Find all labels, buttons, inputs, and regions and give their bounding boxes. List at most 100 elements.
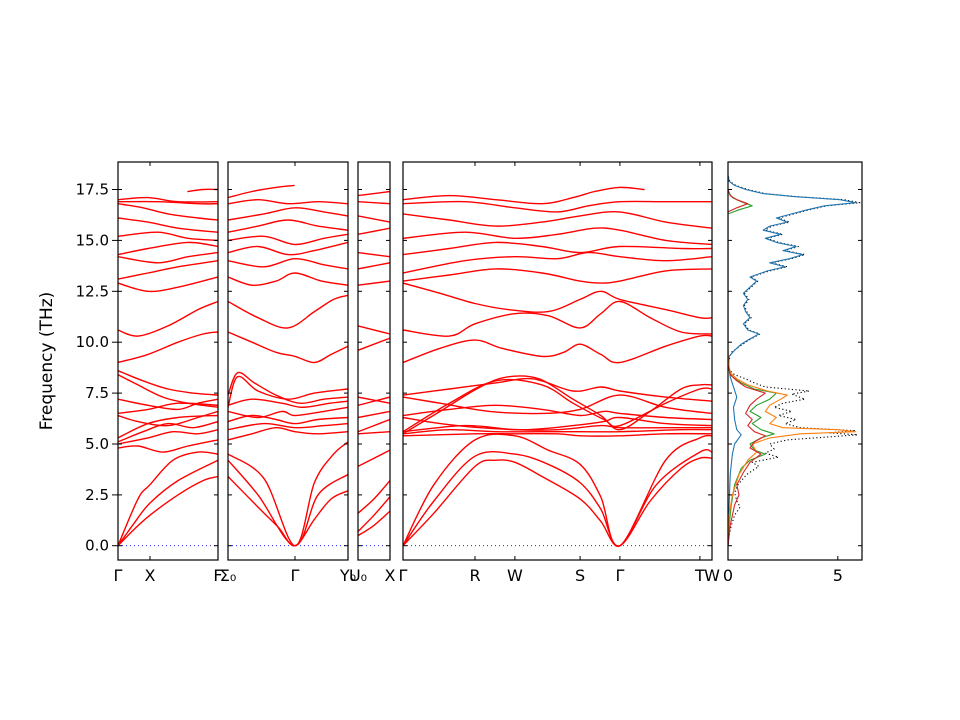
phonon-band-line: [403, 377, 712, 402]
phonon-band-line: [228, 441, 348, 547]
y-tick-label: 2.5: [85, 486, 109, 504]
phonon-band-line: [118, 200, 218, 205]
x-tick-label: W: [704, 566, 720, 585]
phonon-band-line: [403, 241, 712, 256]
phonon-band-line: [118, 459, 218, 547]
x-tick-label: U₀: [349, 566, 367, 585]
phonon-band-line: [228, 426, 348, 441]
panel-border: [117, 161, 219, 561]
projected-dos-orange-curve: [728, 350, 856, 546]
phonon-band-line: [403, 378, 712, 433]
x-tick-label: Γ: [291, 566, 300, 585]
y-axis-title: Frequency (THz): [37, 292, 57, 431]
x-tick-label: T: [694, 566, 705, 585]
panel-border: [357, 161, 391, 561]
total-dos-curve: [728, 175, 861, 546]
phonon-band-line: [403, 428, 712, 435]
x-tick-label: Γ: [114, 566, 123, 585]
phonon-band-line: [403, 186, 645, 205]
phonon-band-line: [228, 199, 348, 205]
phonon-band-line: [118, 475, 218, 547]
phonon-band-line: [403, 334, 712, 364]
phonon-band-line: [228, 272, 348, 286]
panel-border: [402, 161, 713, 561]
phonon-band-line: [358, 431, 390, 435]
phonon-band-line: [228, 294, 348, 329]
phonon-band-line: [403, 268, 712, 284]
y-tick-label: 12.5: [76, 282, 109, 300]
phonon-band-line: [358, 418, 390, 433]
projected-dos-red-curve: [728, 189, 766, 546]
band-lines-group: [403, 186, 712, 547]
phonon-band-line: [118, 414, 218, 439]
phonon-band-line: [118, 402, 218, 415]
phonon-band-line: [118, 370, 218, 396]
y-tick-label: 15.0: [76, 231, 109, 249]
dos-curves-group: [728, 175, 861, 546]
bands-panel-1: 0.0 2.5 5.0 7.5 10.0 12.5 15.0 17.5 Γ X F: [76, 161, 223, 585]
phonon-band-line: [118, 439, 218, 453]
phonon-band-line: [358, 410, 390, 419]
phonon-band-line: [358, 251, 390, 258]
phonon-band-line: [403, 200, 712, 213]
x-tick-label: Γ: [399, 566, 408, 585]
phonon-band-line: [228, 184, 295, 199]
band-lines-group: [118, 188, 218, 547]
phonon-band-line: [118, 251, 218, 264]
phonon-band-line: [358, 215, 390, 223]
phonon-band-line: [118, 398, 218, 411]
phonon-band-line: [228, 371, 348, 404]
phonon-band-line: [118, 203, 218, 221]
phonon-band-line: [358, 396, 390, 406]
projected-dos-blue-curve: [728, 175, 856, 546]
phonon-band-line: [358, 496, 390, 533]
y-tick-label: 7.5: [85, 384, 109, 402]
panel-border: [227, 161, 349, 561]
phonon-band-line: [228, 459, 348, 547]
phonon-band-line: [403, 211, 712, 229]
phonon-band-line: [228, 241, 348, 256]
phonon-band-line: [358, 280, 390, 286]
phonon-band-line: [228, 406, 348, 419]
phonon-band-line: [118, 451, 218, 547]
phonon-band-line: [228, 422, 348, 431]
phonon-band-line: [403, 251, 712, 274]
phonon-band-line: [403, 433, 712, 547]
phonon-band-line: [358, 510, 390, 537]
band-lines-group: [228, 184, 348, 547]
phonon-band-line: [187, 188, 218, 193]
phonon-band-line: [358, 190, 390, 197]
x-tick-label: W: [507, 566, 523, 585]
phonon-band-line: [118, 410, 218, 427]
phonon-band-line: [228, 375, 348, 408]
phonon-band-line: [118, 276, 218, 293]
phonon-band-line: [403, 424, 712, 433]
phonon-band-line: [118, 374, 218, 408]
phonon-band-line: [228, 414, 348, 425]
phonon-band-line: [118, 217, 218, 233]
x-tick-label: S: [575, 566, 585, 585]
bands-panel-3: U₀ X: [349, 161, 396, 585]
projected-dos-green-curve: [728, 191, 777, 546]
dos-x-tick-label: 5: [833, 566, 843, 585]
phonon-band-line: [118, 196, 218, 203]
x-tick-label: X: [385, 566, 396, 585]
phonon-band-line: [403, 394, 712, 415]
bands-panel-2: Σ₀ Γ Y₀: [220, 161, 356, 585]
phonon-band-line: [118, 241, 218, 256]
x-tick-label: X: [145, 566, 156, 585]
phonon-band-line: [358, 201, 390, 205]
x-tick-label: R: [469, 566, 480, 585]
y-tick-label: 10.0: [76, 333, 109, 351]
phonon-band-line: [403, 300, 712, 337]
phonon-band-line: [358, 337, 390, 351]
phonon-band-line: [403, 416, 712, 431]
phonon-band-line: [358, 262, 390, 270]
panel-border: [727, 161, 863, 561]
phonon-band-line: [358, 449, 390, 468]
phonon-band-line: [358, 227, 390, 235]
